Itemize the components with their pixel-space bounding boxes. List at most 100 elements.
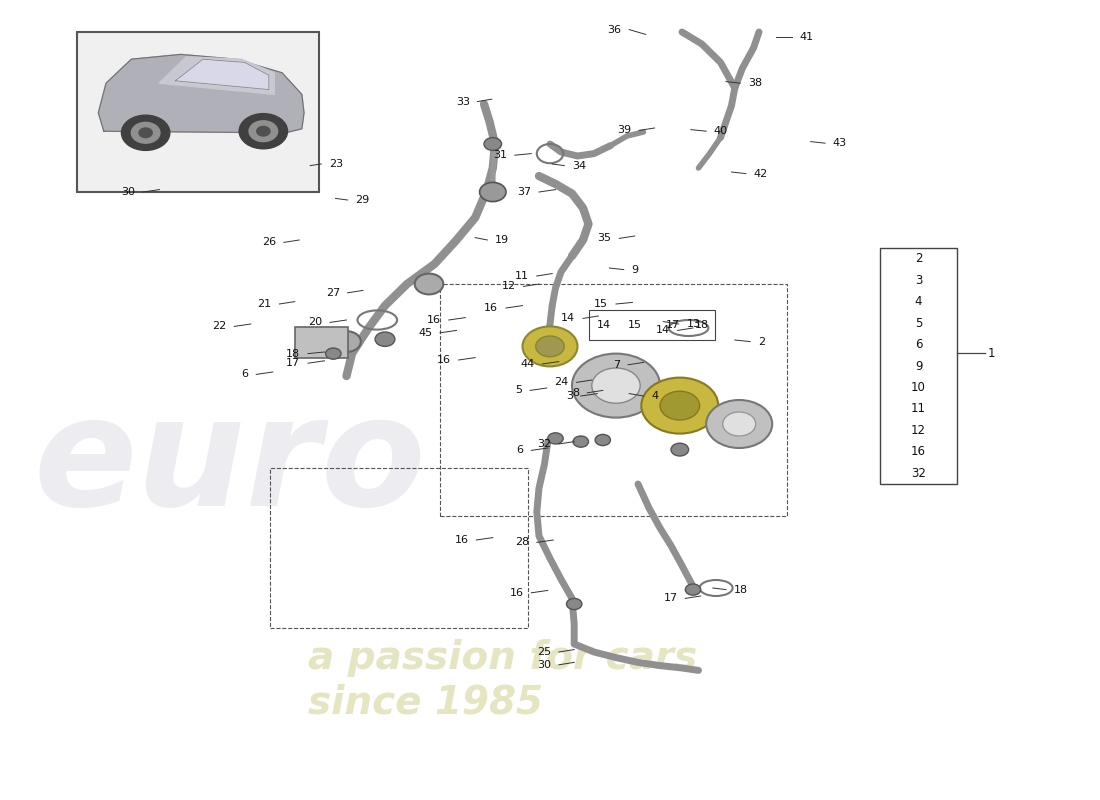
Text: 37: 37 — [517, 187, 531, 197]
Text: 16: 16 — [437, 355, 451, 365]
Text: 18: 18 — [695, 320, 710, 330]
Circle shape — [415, 274, 443, 294]
Text: 6: 6 — [242, 370, 249, 379]
Text: 9: 9 — [631, 265, 638, 274]
Text: 6: 6 — [915, 338, 922, 351]
Text: 12: 12 — [911, 424, 926, 437]
Circle shape — [375, 332, 395, 346]
Text: 3: 3 — [915, 274, 922, 286]
Bar — [880, 248, 957, 484]
Text: 9: 9 — [915, 359, 922, 373]
Text: 21: 21 — [257, 299, 272, 309]
Text: 32: 32 — [537, 439, 551, 449]
Text: 34: 34 — [572, 161, 586, 170]
Bar — [270, 468, 528, 628]
Circle shape — [671, 443, 689, 456]
Text: 2: 2 — [915, 252, 922, 266]
Bar — [440, 284, 786, 516]
Circle shape — [548, 433, 563, 444]
Circle shape — [685, 584, 701, 595]
Text: 20: 20 — [308, 318, 322, 327]
Text: 11: 11 — [911, 402, 926, 415]
Polygon shape — [175, 59, 268, 90]
Circle shape — [572, 354, 660, 418]
Text: 36: 36 — [607, 25, 621, 34]
Circle shape — [256, 126, 270, 136]
Circle shape — [522, 326, 578, 366]
Text: 5: 5 — [915, 317, 922, 330]
Text: a passion for cars
since 1985: a passion for cars since 1985 — [308, 639, 697, 721]
Text: 4: 4 — [915, 295, 922, 308]
Text: 4: 4 — [651, 391, 658, 401]
Text: 15: 15 — [594, 299, 608, 309]
Text: 16: 16 — [509, 588, 524, 598]
Text: 43: 43 — [833, 138, 847, 148]
Text: 24: 24 — [554, 378, 569, 387]
Text: 38: 38 — [748, 78, 762, 88]
Polygon shape — [158, 57, 274, 94]
Bar — [77, 32, 319, 192]
Text: 3: 3 — [566, 391, 573, 401]
Text: 30: 30 — [537, 660, 551, 670]
Text: 30: 30 — [121, 187, 135, 197]
Circle shape — [660, 391, 700, 420]
Text: 14: 14 — [656, 326, 670, 335]
Text: 23: 23 — [329, 159, 343, 169]
Text: 40: 40 — [714, 126, 728, 136]
Text: 27: 27 — [326, 288, 340, 298]
Text: 12: 12 — [502, 282, 516, 291]
Text: 2: 2 — [758, 337, 764, 346]
Circle shape — [484, 138, 502, 150]
Text: 39: 39 — [617, 126, 631, 135]
Text: 16: 16 — [911, 446, 926, 458]
Circle shape — [480, 182, 506, 202]
Text: 16: 16 — [484, 303, 498, 313]
Circle shape — [249, 121, 277, 142]
Text: 8: 8 — [573, 388, 580, 398]
Text: 18: 18 — [734, 585, 748, 594]
Circle shape — [131, 122, 160, 143]
Circle shape — [706, 400, 772, 448]
Text: 33: 33 — [455, 97, 470, 106]
Circle shape — [641, 378, 718, 434]
Circle shape — [121, 115, 169, 150]
Text: 31: 31 — [493, 150, 507, 160]
Text: 26: 26 — [262, 238, 276, 247]
Text: 1: 1 — [988, 346, 996, 359]
Text: 17: 17 — [663, 594, 678, 603]
Text: 7: 7 — [614, 360, 620, 370]
Circle shape — [566, 598, 582, 610]
Circle shape — [723, 412, 756, 436]
Text: 17: 17 — [667, 320, 680, 330]
Text: 41: 41 — [800, 32, 814, 42]
Text: 15: 15 — [628, 320, 642, 330]
Text: 14: 14 — [596, 320, 611, 330]
Polygon shape — [98, 54, 304, 133]
Circle shape — [139, 128, 152, 138]
Text: 16: 16 — [454, 535, 469, 545]
Text: 11: 11 — [515, 271, 529, 281]
Text: 14: 14 — [561, 314, 575, 323]
Text: 18: 18 — [286, 349, 300, 358]
Circle shape — [326, 348, 341, 359]
Text: 13: 13 — [686, 319, 701, 329]
Text: 17: 17 — [286, 358, 300, 368]
Text: 19: 19 — [495, 235, 509, 245]
Text: 32: 32 — [911, 466, 926, 480]
Text: 35: 35 — [597, 234, 612, 243]
Text: 42: 42 — [754, 169, 768, 178]
Text: 28: 28 — [515, 538, 529, 547]
Circle shape — [592, 368, 640, 403]
Circle shape — [239, 114, 287, 149]
Circle shape — [595, 434, 610, 446]
Text: 45: 45 — [418, 328, 432, 338]
Text: 29: 29 — [355, 195, 370, 205]
Text: 6: 6 — [517, 446, 524, 455]
Circle shape — [332, 331, 361, 352]
Text: euro: euro — [33, 390, 426, 538]
Bar — [588, 310, 715, 340]
Bar — [295, 327, 348, 358]
Text: 25: 25 — [537, 647, 551, 657]
Text: 10: 10 — [911, 381, 926, 394]
Text: 22: 22 — [212, 322, 227, 331]
